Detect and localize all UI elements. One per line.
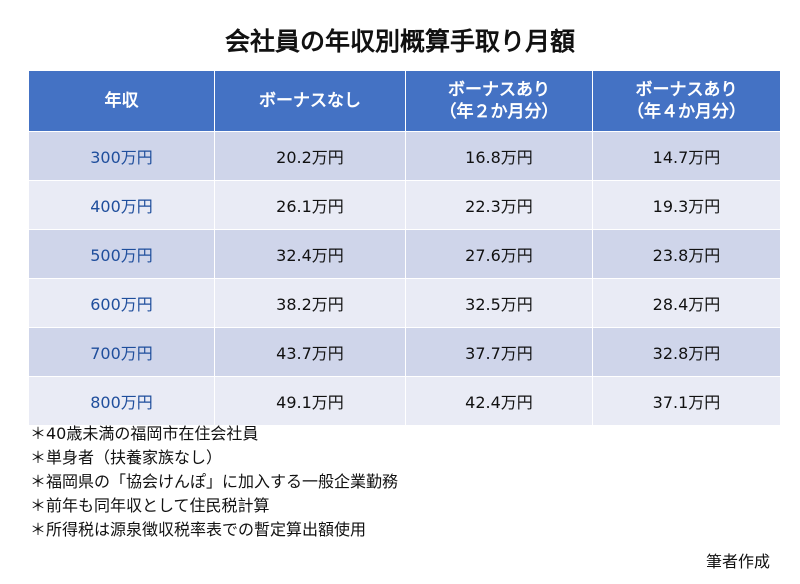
note: ＊福岡県の「協会けんぽ」に加入する一般企業勤務 <box>30 472 399 491</box>
table-row: 500万円 32.4万円 27.6万円 23.8万円 <box>28 229 781 279</box>
table-cell: 700万円 <box>28 327 215 377</box>
table-cell: 23.8万円 <box>592 229 781 279</box>
table-cell: 37.1万円 <box>592 376 781 426</box>
table-cell: 43.7万円 <box>214 327 406 377</box>
table-cell: 32.4万円 <box>214 229 406 279</box>
header-cell: 年収 <box>28 70 215 132</box>
header-cell: ボーナスあり （年２か月分） <box>405 70 593 132</box>
table-cell: 26.1万円 <box>214 180 406 230</box>
table-cell: 500万円 <box>28 229 215 279</box>
table-cell: 19.3万円 <box>592 180 781 230</box>
header-cell: ボーナスあり （年４か月分） <box>592 70 781 132</box>
table-cell: 300万円 <box>28 131 215 181</box>
header-text: （年４か月分） <box>627 102 746 122</box>
header-text: ボーナスあり <box>448 80 550 100</box>
table-cell: 38.2万円 <box>214 278 406 328</box>
table-row: 800万円 49.1万円 42.4万円 37.1万円 <box>28 376 781 426</box>
table-cell: 37.7万円 <box>405 327 593 377</box>
notes: ＊40歳未満の福岡市在住会社員 ＊単身者（扶養家族なし） ＊福岡県の「協会けんぽ」に… <box>30 422 398 542</box>
source: 筆者作成 <box>705 552 770 571</box>
table-cell: 20.2万円 <box>214 131 406 181</box>
table-cell: 14.7万円 <box>592 131 781 181</box>
header-text: 年収 <box>104 91 139 111</box>
table-cell: 32.5万円 <box>405 278 593 328</box>
table-cell: 400万円 <box>28 180 215 230</box>
header-text: ボーナスなし <box>259 91 361 111</box>
table-cell: 32.8万円 <box>592 327 781 377</box>
table-cell: 800万円 <box>28 376 215 426</box>
note: ＊所得税は源泉徴収税率表での暫定算出額使用 <box>30 520 367 539</box>
table-row: 600万円 38.2万円 32.5万円 28.4万円 <box>28 278 781 328</box>
table-body: 300万円 20.2万円 16.8万円 14.7万円 400万円 26.1万円 22.3万円… <box>28 131 781 426</box>
table-cell: 28.4万円 <box>592 278 781 328</box>
table: 年収 ボーナスなし ボーナスあり （年２か月分） ボーナスあり （年４か月分） 300万円… <box>28 70 781 426</box>
table-cell: 49.1万円 <box>214 376 406 426</box>
header-text: ボーナスあり <box>635 80 738 100</box>
header-text: （年２か月分） <box>439 102 559 122</box>
table-cell: 600万円 <box>28 278 215 328</box>
table-row: 400万円 26.1万円 22.3万円 19.3万円 <box>28 180 781 230</box>
header-row: 年収 ボーナスなし ボーナスあり （年２か月分） ボーナスあり （年４か月分） <box>28 70 781 132</box>
table-row: 300万円 20.2万円 16.8万円 14.7万円 <box>28 131 781 181</box>
table-cell: 42.4万円 <box>405 376 593 426</box>
note: ＊40歳未満の福岡市在住会社員 <box>30 424 259 443</box>
table-row: 700万円 43.7万円 37.7万円 32.8万円 <box>28 327 781 377</box>
table-cell: 16.8万円 <box>405 131 593 181</box>
note: ＊前年も同年収として住民税計算 <box>30 496 270 515</box>
title: 会社員の年収別概算手取り月額 <box>224 27 575 56</box>
table-cell: 22.3万円 <box>405 180 593 230</box>
table-cell: 27.6万円 <box>405 229 593 279</box>
header-cell: ボーナスなし <box>214 70 406 132</box>
note: ＊単身者（扶養家族なし） <box>30 448 223 467</box>
